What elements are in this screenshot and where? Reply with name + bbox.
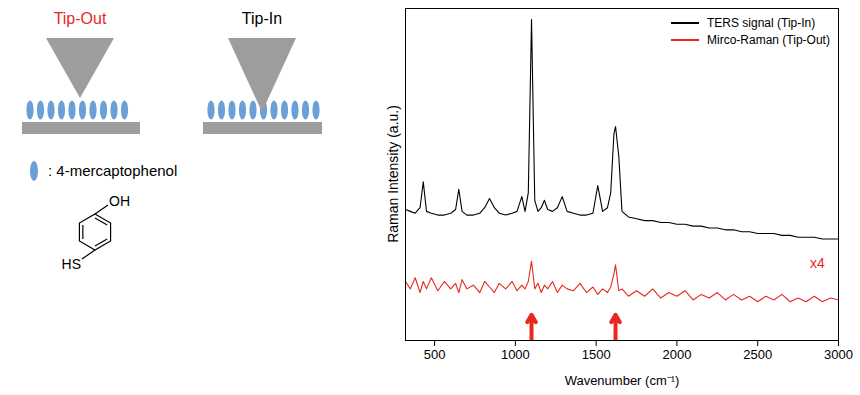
html-text:Mirco-Raman (Tip-Out): Mirco-Raman (Tip-Out)	[707, 32, 830, 47]
svg-text:Tip-Out: Tip-Out	[54, 10, 107, 27]
svg-text:2000: 2000	[662, 347, 691, 362]
html-text:TERS signal (Tip-In): TERS signal (Tip-In)	[707, 15, 816, 30]
svg-text:Wavenumber (cm⁻¹): Wavenumber (cm⁻¹)	[565, 373, 680, 388]
svg-text:1500: 1500	[582, 347, 611, 362]
svg-text:2500: 2500	[743, 347, 772, 362]
svg-text:HS: HS	[62, 256, 81, 272]
svg-text:Tip-In: Tip-In	[242, 10, 282, 27]
svg-text:: 4-mercaptophenol: : 4-mercaptophenol	[48, 162, 177, 179]
svg-text:3000: 3000	[824, 347, 853, 362]
svg-text:OH: OH	[109, 193, 130, 209]
svg-text:1000: 1000	[501, 347, 530, 362]
svg-text:x4: x4	[810, 255, 825, 271]
svg-text:500: 500	[424, 347, 446, 362]
html-text:Raman Intensity (a.u.): Raman Intensity (a.u.)	[384, 105, 401, 243]
